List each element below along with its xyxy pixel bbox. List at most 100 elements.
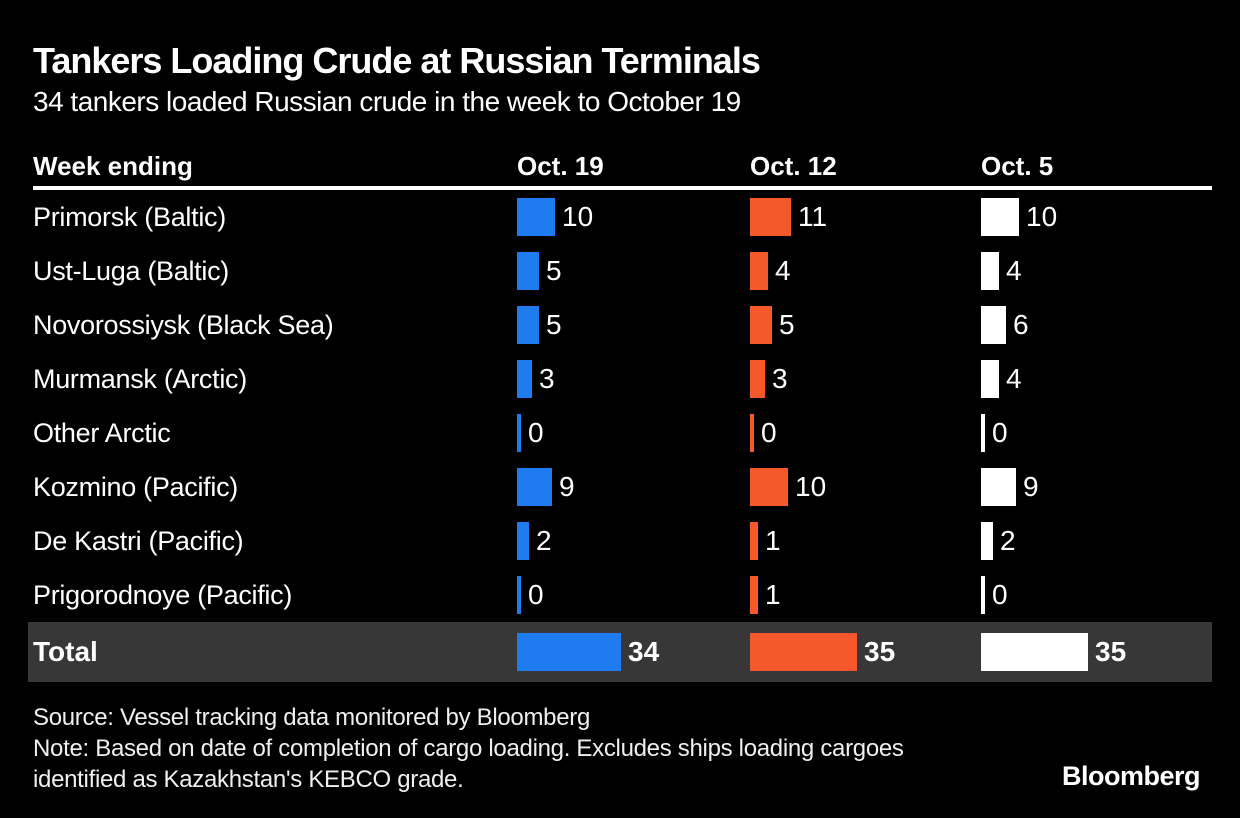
total-bar-cell: 35: [981, 633, 1212, 671]
value-label: 0: [992, 579, 1008, 610]
value-label: 3: [772, 363, 788, 394]
value-label: 1: [765, 579, 781, 610]
value-bar: [981, 198, 1019, 236]
value-bar: [750, 360, 765, 398]
value-bar: [981, 576, 985, 614]
bar-cell: 4: [750, 252, 981, 290]
table-body: Primorsk (Baltic) 10 11 10 Ust-Luga (Baltic)…: [33, 190, 1212, 622]
total-bar: [750, 633, 857, 671]
value-bar: [750, 306, 772, 344]
value-label: 11: [798, 201, 828, 232]
terminal-label: De Kastri (Pacific): [33, 525, 244, 556]
value-bar: [981, 360, 999, 398]
value-label: 1: [765, 525, 781, 556]
bar-cell: 0: [981, 576, 1212, 614]
value-bar: [517, 414, 521, 452]
value-label: 4: [775, 255, 791, 286]
total-row: Total 34 35 35: [28, 622, 1212, 682]
terminal-label: Other Arctic: [33, 417, 171, 448]
value-bar: [750, 522, 758, 560]
terminal-label: Prigorodnoye (Pacific): [33, 579, 293, 610]
value-label: 9: [1023, 471, 1039, 502]
value-label: 4: [1006, 363, 1022, 394]
chart-title: Tankers Loading Crude at Russian Termina…: [33, 40, 761, 81]
value-label: 9: [559, 471, 575, 502]
value-bar: [750, 252, 768, 290]
note-text: Note: Based on date of completion of car…: [33, 735, 904, 793]
bar-cell: 1: [750, 576, 981, 614]
value-label: 6: [1013, 309, 1029, 340]
value-label: 10: [795, 471, 827, 502]
bar-cell: 1: [750, 522, 981, 560]
value-label: 0: [761, 417, 777, 448]
value-bar: [517, 522, 529, 560]
column-header-oct-5: Oct. 5: [981, 151, 1054, 181]
footer-notes: Source: Vessel tracking data monitored b…: [33, 702, 983, 795]
bar-cell: 9: [981, 468, 1212, 506]
bar-cell: 0: [981, 414, 1212, 452]
bar-cell: 10: [517, 198, 750, 236]
total-value-label: 35: [1095, 636, 1127, 667]
total-bar-cell: 35: [750, 633, 981, 671]
terminal-label: Primorsk (Baltic): [33, 201, 226, 232]
table-row: Primorsk (Baltic) 10 11 10: [33, 190, 1212, 244]
table-row: Murmansk (Arctic) 3 3 4: [33, 352, 1212, 406]
value-bar: [981, 468, 1016, 506]
chart-subtitle: 34 tankers loaded Russian crude in the w…: [33, 86, 741, 117]
total-value-label: 34: [628, 636, 660, 667]
header-divider-rule: [33, 186, 1212, 190]
total-bar: [517, 633, 621, 671]
value-label: 3: [539, 363, 555, 394]
value-label: 5: [546, 255, 562, 286]
value-bar: [517, 576, 521, 614]
terminal-label: Murmansk (Arctic): [33, 363, 247, 394]
value-bar: [517, 468, 552, 506]
value-label: 4: [1006, 255, 1022, 286]
bar-cell: 0: [517, 414, 750, 452]
value-label: 2: [536, 525, 552, 556]
bar-cell: 0: [750, 414, 981, 452]
table-row: Other Arctic 0 0 0: [33, 406, 1212, 460]
table-row: Ust-Luga (Baltic) 5 4 4: [33, 244, 1212, 298]
bloomberg-logo: Bloomberg: [1061, 761, 1201, 791]
total-bar-cell: 34: [517, 633, 750, 671]
bar-cell: 4: [981, 252, 1212, 290]
terminal-label: Ust-Luga (Baltic): [33, 255, 229, 286]
terminal-label: Kozmino (Pacific): [33, 471, 238, 502]
total-bar: [981, 633, 1088, 671]
table-row: Novorossiysk (Black Sea) 5 5 6: [33, 298, 1212, 352]
table-row: Prigorodnoye (Pacific) 0 1 0: [33, 568, 1212, 622]
value-bar: [517, 252, 539, 290]
value-bar: [981, 414, 985, 452]
bar-cell: 11: [750, 198, 981, 236]
total-label: Total: [33, 636, 98, 667]
bar-cell: 10: [750, 468, 981, 506]
column-header-oct-12: Oct. 12: [750, 151, 837, 181]
value-bar: [750, 414, 754, 452]
terminal-label: Novorossiysk (Black Sea): [33, 309, 334, 340]
bar-cell: 4: [981, 360, 1212, 398]
bar-cell: 5: [517, 252, 750, 290]
value-bar: [517, 306, 539, 344]
bar-cell: 2: [517, 522, 750, 560]
value-label: 2: [1000, 525, 1016, 556]
column-header-week-ending: Week ending: [33, 151, 193, 181]
bar-cell: 3: [750, 360, 981, 398]
value-label: 0: [528, 579, 544, 610]
bar-cell: 5: [750, 306, 981, 344]
tanker-table: Week ending Oct. 19 Oct. 12 Oct. 5 Primo…: [28, 140, 1212, 682]
value-bar: [981, 522, 993, 560]
bar-cell: 5: [517, 306, 750, 344]
bar-cell: 9: [517, 468, 750, 506]
table-row: Kozmino (Pacific) 9 10 9: [33, 460, 1212, 514]
value-label: 10: [562, 201, 594, 232]
source-text: Source: Vessel tracking data monitored b…: [33, 704, 591, 731]
value-label: 0: [528, 417, 544, 448]
total-value-label: 35: [864, 636, 896, 667]
value-bar: [517, 198, 555, 236]
value-label: 0: [992, 417, 1008, 448]
bar-cell: 3: [517, 360, 750, 398]
bar-cell: 2: [981, 522, 1212, 560]
value-bar: [750, 576, 758, 614]
